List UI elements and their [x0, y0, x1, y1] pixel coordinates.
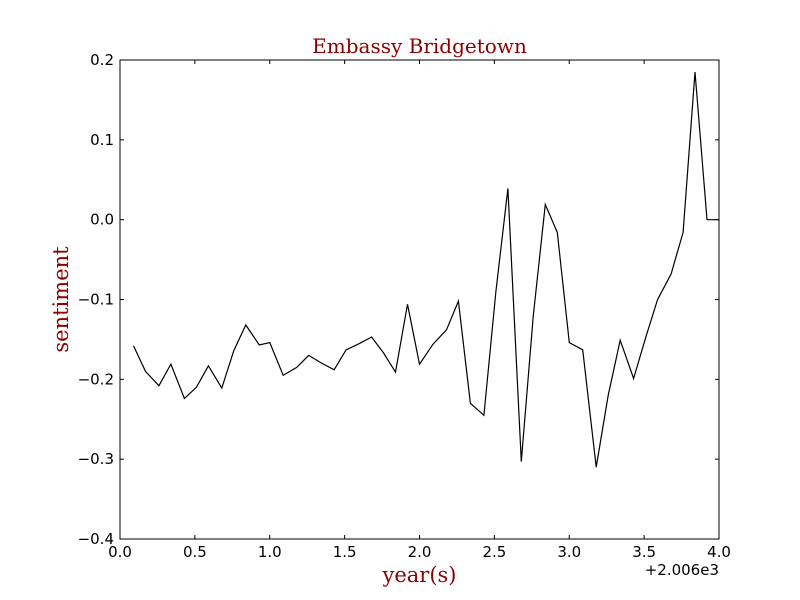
x-tick-label: 3.0: [557, 543, 581, 561]
x-tick-label: 2.0: [408, 543, 432, 561]
y-tick-label: −0.3: [78, 450, 114, 468]
x-tick-label: 0.0: [108, 543, 132, 561]
chart-title: Embassy Bridgetown: [312, 34, 527, 58]
y-tick-label: −0.1: [78, 291, 114, 309]
y-tick-label: 0.2: [90, 51, 114, 69]
x-tick-label: 0.5: [183, 543, 207, 561]
plot-area: [120, 60, 719, 539]
x-tick-label: 2.5: [482, 543, 506, 561]
y-axis-label: sentiment: [49, 246, 73, 353]
x-tick-label: 4.0: [707, 543, 731, 561]
tick-labels: 0.0 0.5 1.0 1.5 2.0 2.5 3.0 3.5 4.0 −0.4 −0.3 −0.2 −…: [78, 51, 731, 561]
x-axis-offset-label: +2.006e3: [645, 561, 719, 579]
series-line: [132, 71, 719, 468]
x-axis-label: year(s): [381, 563, 456, 587]
x-tick-label: 3.5: [632, 543, 656, 561]
y-tick-label: −0.2: [78, 370, 114, 388]
y-tick-label: 0.0: [90, 211, 114, 229]
plot-frame: [119, 59, 720, 540]
y-tick-label: −0.4: [78, 530, 114, 548]
x-tick-label: 1.0: [258, 543, 282, 561]
y-tick-label: 0.1: [90, 131, 114, 149]
x-tick-label: 1.5: [333, 543, 357, 561]
